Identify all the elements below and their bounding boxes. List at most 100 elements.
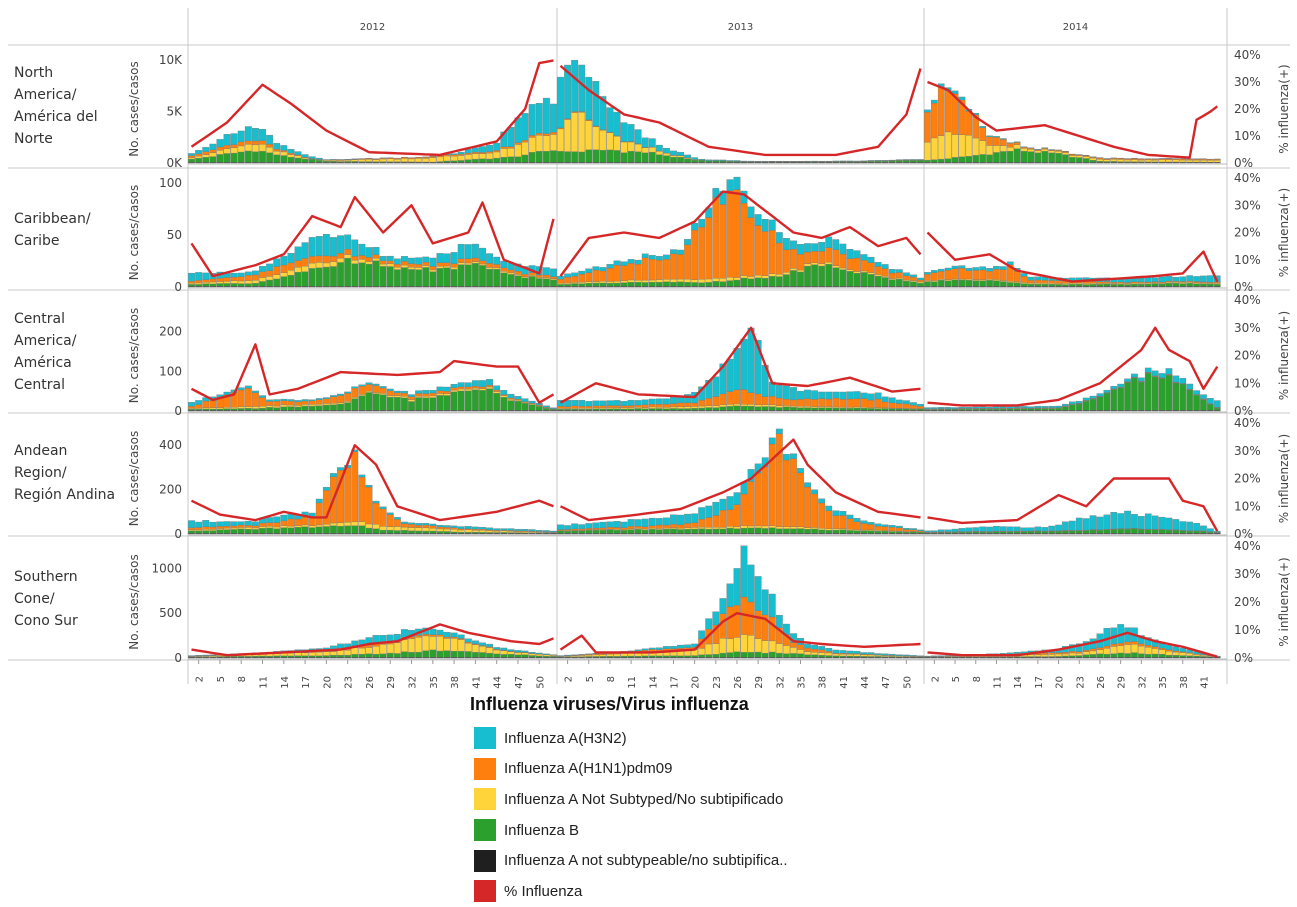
bar-segment-h3	[1042, 406, 1048, 407]
bar-segment-h3	[1076, 401, 1082, 403]
bar-segment-h1	[508, 398, 515, 399]
bar-segment-ns	[422, 266, 429, 268]
bar-segment-ns	[387, 264, 394, 267]
bar-segment-h3	[586, 401, 592, 406]
bar-segment-b	[1028, 152, 1034, 163]
bar-segment-ns	[557, 129, 563, 151]
bar-segment-h3	[394, 391, 401, 393]
bar-segment-b	[352, 654, 359, 657]
bar-segment-b	[1090, 654, 1096, 657]
bar-segment-b	[748, 652, 754, 657]
bar-segment-b	[373, 261, 380, 287]
bar-segment-b	[811, 529, 817, 533]
bar-segment-h1	[578, 406, 584, 408]
bar-segment-h3	[529, 104, 536, 135]
bar-segment-ns	[564, 120, 570, 152]
bar-segment-b	[210, 157, 217, 163]
bar-segment-b	[543, 279, 550, 287]
bar-segment-b	[797, 529, 803, 534]
bar-segment-b	[493, 158, 500, 162]
bar-segment-b	[586, 283, 592, 286]
bar-segment-ns	[1180, 160, 1186, 162]
bar-segment-h3	[586, 77, 592, 120]
bar-segment-h3	[493, 257, 500, 264]
bar-segment-ns	[945, 132, 951, 159]
bar-segment-h3	[238, 522, 245, 525]
bar-segment-ns	[252, 145, 258, 152]
x-tick-label: 5	[951, 676, 962, 682]
bar-segment-b	[231, 283, 238, 286]
bar-segment-h3	[748, 565, 754, 602]
bar-segment-b	[1028, 409, 1034, 410]
bar-segment-b	[486, 653, 493, 657]
y-tick-label: 500	[159, 606, 182, 620]
bar-segment-b	[288, 407, 295, 411]
bar-segment-ns	[486, 531, 493, 533]
bar-segment-ns	[818, 407, 824, 408]
bar-segment-h1	[394, 264, 401, 267]
bar-segment-h3	[1069, 521, 1075, 530]
bar-segment-h3	[309, 400, 316, 401]
bar-segment-b	[543, 151, 550, 162]
bar-segment-ns	[309, 526, 316, 528]
bar-segment-h3	[1187, 522, 1193, 531]
bar-segment-b	[1138, 284, 1144, 286]
bar-segment-ns	[811, 527, 817, 528]
bar-segment-b	[811, 655, 817, 658]
bar-segment-ns	[536, 135, 543, 151]
bar-segment-b	[1187, 656, 1193, 658]
y2-tick-label: 40%	[1234, 171, 1261, 185]
bar-segment-h3	[451, 526, 458, 528]
bar-segment-h1	[188, 281, 195, 283]
bar-segment-b	[875, 531, 881, 533]
bar-segment-ns	[670, 279, 676, 282]
bar-segment-h1	[515, 271, 522, 274]
bar-segment-b	[741, 652, 747, 657]
bar-segment-h3	[238, 273, 245, 277]
bar-segment-ns	[1062, 283, 1068, 284]
bar-segment-b	[422, 398, 429, 411]
bar-segment-h1	[783, 460, 789, 527]
bar-segment-b	[755, 528, 761, 533]
bar-segment-b	[295, 527, 302, 533]
bar-segment-ns	[1118, 646, 1124, 653]
bar-segment-ns	[670, 407, 676, 409]
bar-segment-b	[394, 270, 401, 287]
bar-segment-b	[1007, 151, 1013, 162]
bar-segment-ns	[621, 281, 627, 283]
bar-segment-h1	[323, 256, 330, 263]
y-tick-label: 10K	[159, 53, 183, 67]
bar-segment-b	[259, 151, 266, 162]
bar-segment-b	[451, 651, 458, 657]
bar-segment-h1	[769, 396, 775, 405]
bar-segment-h1	[437, 391, 444, 394]
bar-segment-h1	[875, 399, 881, 408]
bar-segment-ns	[451, 267, 458, 269]
legend-title: Influenza viruses/Virus influenza	[470, 694, 788, 715]
bar-segment-h3	[337, 644, 344, 648]
bar-segment-ns	[607, 281, 613, 283]
bar-segment-h3	[458, 635, 465, 639]
bar-segment-h3	[889, 398, 895, 403]
bar-segment-h3	[245, 386, 252, 388]
bar-segment-h3	[1180, 521, 1186, 530]
bar-segment-b	[373, 654, 380, 657]
bar-segment-h3	[245, 521, 252, 525]
bar-segment-b	[188, 159, 195, 162]
y-tick-label: 0	[174, 651, 182, 665]
bar-segment-b	[1000, 282, 1006, 287]
bar-segment-h3	[1152, 278, 1158, 282]
bar-segment-h1	[430, 266, 437, 269]
bar-segment-b	[1083, 285, 1089, 287]
bar-segment-b	[1180, 384, 1186, 410]
bar-segment-ns	[273, 406, 280, 408]
bar-segment-h3	[288, 399, 295, 401]
bar-segment-b	[217, 530, 224, 534]
bar-segment-ns	[373, 524, 380, 529]
bar-segment-h3	[387, 256, 394, 261]
bar-segment-h3	[302, 243, 309, 259]
bar-segment-h3	[380, 507, 387, 509]
bar-segment-b	[1200, 284, 1206, 287]
bar-segment-h3	[543, 654, 550, 655]
bar-segment-b	[1069, 157, 1075, 162]
